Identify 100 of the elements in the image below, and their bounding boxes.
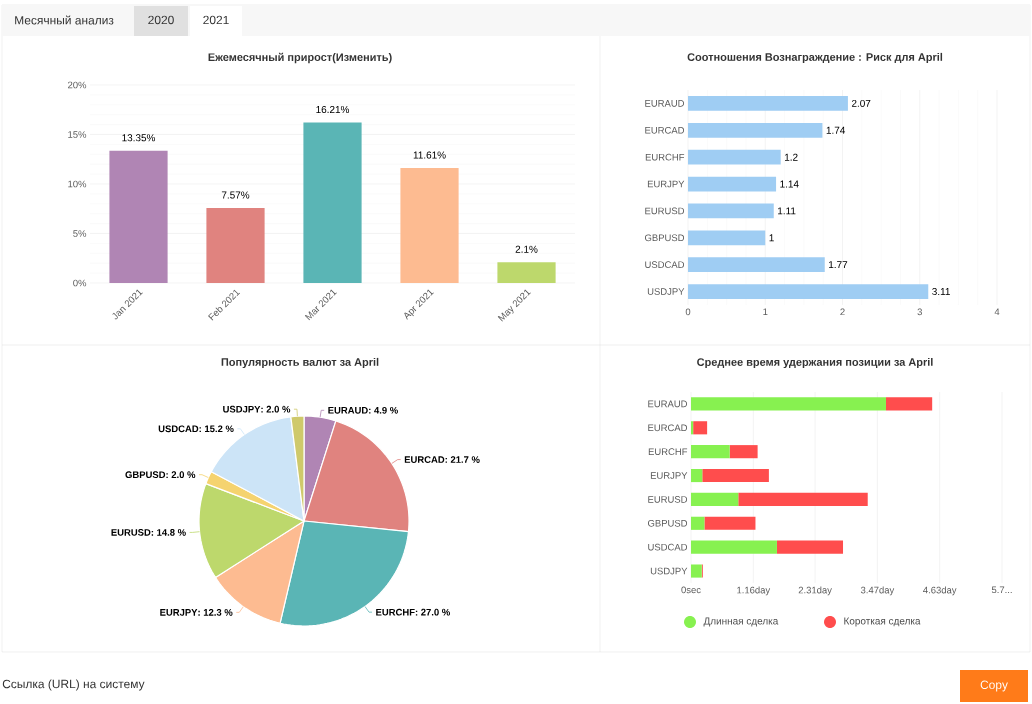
- x-tick-label: 3: [917, 308, 922, 316]
- x-tick-label: 0: [685, 308, 691, 316]
- y-tick-label: EURCHF: [648, 448, 688, 456]
- bar: [303, 122, 362, 283]
- legend-label: Короткая сделка: [844, 617, 921, 627]
- y-tick-label: USDCAD: [645, 261, 685, 269]
- bar: [688, 176, 777, 192]
- slice-label: EURJPY: [160, 609, 198, 616]
- data-label: 3.11: [932, 288, 950, 296]
- bar: [497, 262, 556, 283]
- bar: [688, 203, 774, 219]
- y-tick-label: 5%: [73, 230, 87, 237]
- text: Ссылка (URL) на систему: [2, 679, 145, 691]
- bar: [691, 397, 886, 411]
- bar: [729, 445, 758, 459]
- bar: [704, 516, 756, 530]
- y-tick-label: EURUSD: [645, 207, 685, 215]
- y-tick-label: 20%: [68, 81, 87, 89]
- bar: [688, 149, 781, 165]
- x-tick-label: 1: [763, 308, 768, 316]
- bar: [691, 540, 777, 554]
- y-tick-label: USDCAD: [648, 543, 688, 551]
- bar: [691, 516, 705, 530]
- y-tick-label: EURUSD: [648, 496, 688, 503]
- text: Месячный анализ: [15, 15, 114, 25]
- data-label: : 12.3 %: [198, 609, 233, 616]
- bar: [688, 96, 848, 111]
- slice-label: EURCAD: [404, 456, 445, 463]
- slice-label: EURAUD: [328, 407, 368, 414]
- data-label: 7.57%: [221, 191, 250, 199]
- bar: [400, 168, 459, 283]
- data-label: : 27.0 %: [415, 608, 450, 616]
- chart-title: Популярность валют за April: [221, 357, 379, 369]
- data-label: 1.74: [826, 126, 846, 134]
- bar: [693, 421, 708, 435]
- bar: [688, 257, 825, 273]
- data-label: 1.2: [785, 153, 798, 161]
- bar: [688, 284, 929, 299]
- y-tick-label: EURCAD: [648, 424, 688, 432]
- chart-title: Среднее время удержания позиции за April: [697, 357, 933, 369]
- bar: [688, 122, 823, 138]
- bar: [206, 208, 265, 283]
- bar: [885, 397, 933, 411]
- text: 2021: [203, 15, 229, 25]
- chart-title: Ежемесячный прирост(Изменить): [208, 52, 392, 64]
- data-label: 13.35%: [122, 134, 156, 142]
- data-label: 2.07: [851, 99, 871, 107]
- y-tick-label: EURJPY: [647, 180, 685, 188]
- y-tick-label: 0%: [73, 279, 87, 287]
- data-label: 1: [769, 234, 774, 242]
- bar: [738, 492, 868, 506]
- bar: [691, 492, 739, 506]
- slice-label: USDCAD: [158, 425, 199, 433]
- data-label: 1.11: [778, 207, 796, 215]
- x-tick-label: 1.16day: [737, 586, 771, 596]
- data-label: : 14.8 %: [151, 529, 186, 536]
- bar: [702, 468, 769, 483]
- x-tick-label: 2.31day: [798, 586, 832, 596]
- y-tick-label: EURCHF: [645, 153, 685, 161]
- y-tick-label: 10%: [68, 180, 87, 188]
- x-tick-label: 5.7...: [991, 586, 1012, 594]
- y-tick-label: USDJPY: [650, 567, 688, 575]
- slice-label: USDJPY: [223, 405, 261, 413]
- y-tick-label: EURCAD: [645, 126, 685, 134]
- y-tick-label: EURAUD: [645, 100, 685, 107]
- chart-title: Соотношения Вознаграждение : Риск для April: [687, 52, 943, 64]
- bar: [776, 540, 844, 554]
- data-label: 11.61%: [413, 151, 446, 159]
- y-tick-label: 15%: [68, 131, 87, 138]
- bar: [691, 445, 730, 459]
- data-label: : 2.0 %: [166, 471, 196, 479]
- data-label: : 21.7 %: [445, 456, 480, 463]
- legend-label: Длинная сделка: [703, 617, 779, 627]
- data-label: 1.77: [829, 261, 848, 269]
- y-tick-label: EURJPY: [650, 472, 688, 479]
- x-tick-label: 4: [994, 308, 1000, 316]
- bar: [691, 421, 694, 435]
- bar: [688, 230, 766, 246]
- x-tick-label: 4.63day: [923, 586, 957, 596]
- data-label: : 2.0 %: [261, 405, 291, 413]
- y-tick-label: GBPUSD: [647, 519, 688, 527]
- slice-label: GBPUSD: [125, 471, 166, 479]
- x-tick-label: 0sec: [681, 586, 701, 594]
- data-label: 2.1%: [515, 245, 538, 253]
- data-label: : 15.2 %: [199, 425, 234, 433]
- bar: [109, 150, 168, 283]
- text: Copy: [980, 680, 1008, 692]
- bar: [691, 468, 703, 483]
- x-tick-label: 2: [840, 308, 845, 316]
- y-tick-label: EURAUD: [648, 400, 688, 408]
- text: 2020: [148, 15, 174, 25]
- y-tick-label: GBPUSD: [644, 234, 685, 242]
- data-label: 16.21%: [316, 105, 350, 113]
- data-label: : 4.9 %: [369, 406, 398, 414]
- slice-label: EURUSD: [111, 529, 151, 536]
- slice-label: EURCHF: [376, 608, 415, 616]
- y-tick-label: USDJPY: [647, 288, 685, 295]
- data-label: 1.14: [780, 180, 799, 188]
- bar: [691, 564, 702, 578]
- x-tick-label: 3.47day: [860, 586, 895, 596]
